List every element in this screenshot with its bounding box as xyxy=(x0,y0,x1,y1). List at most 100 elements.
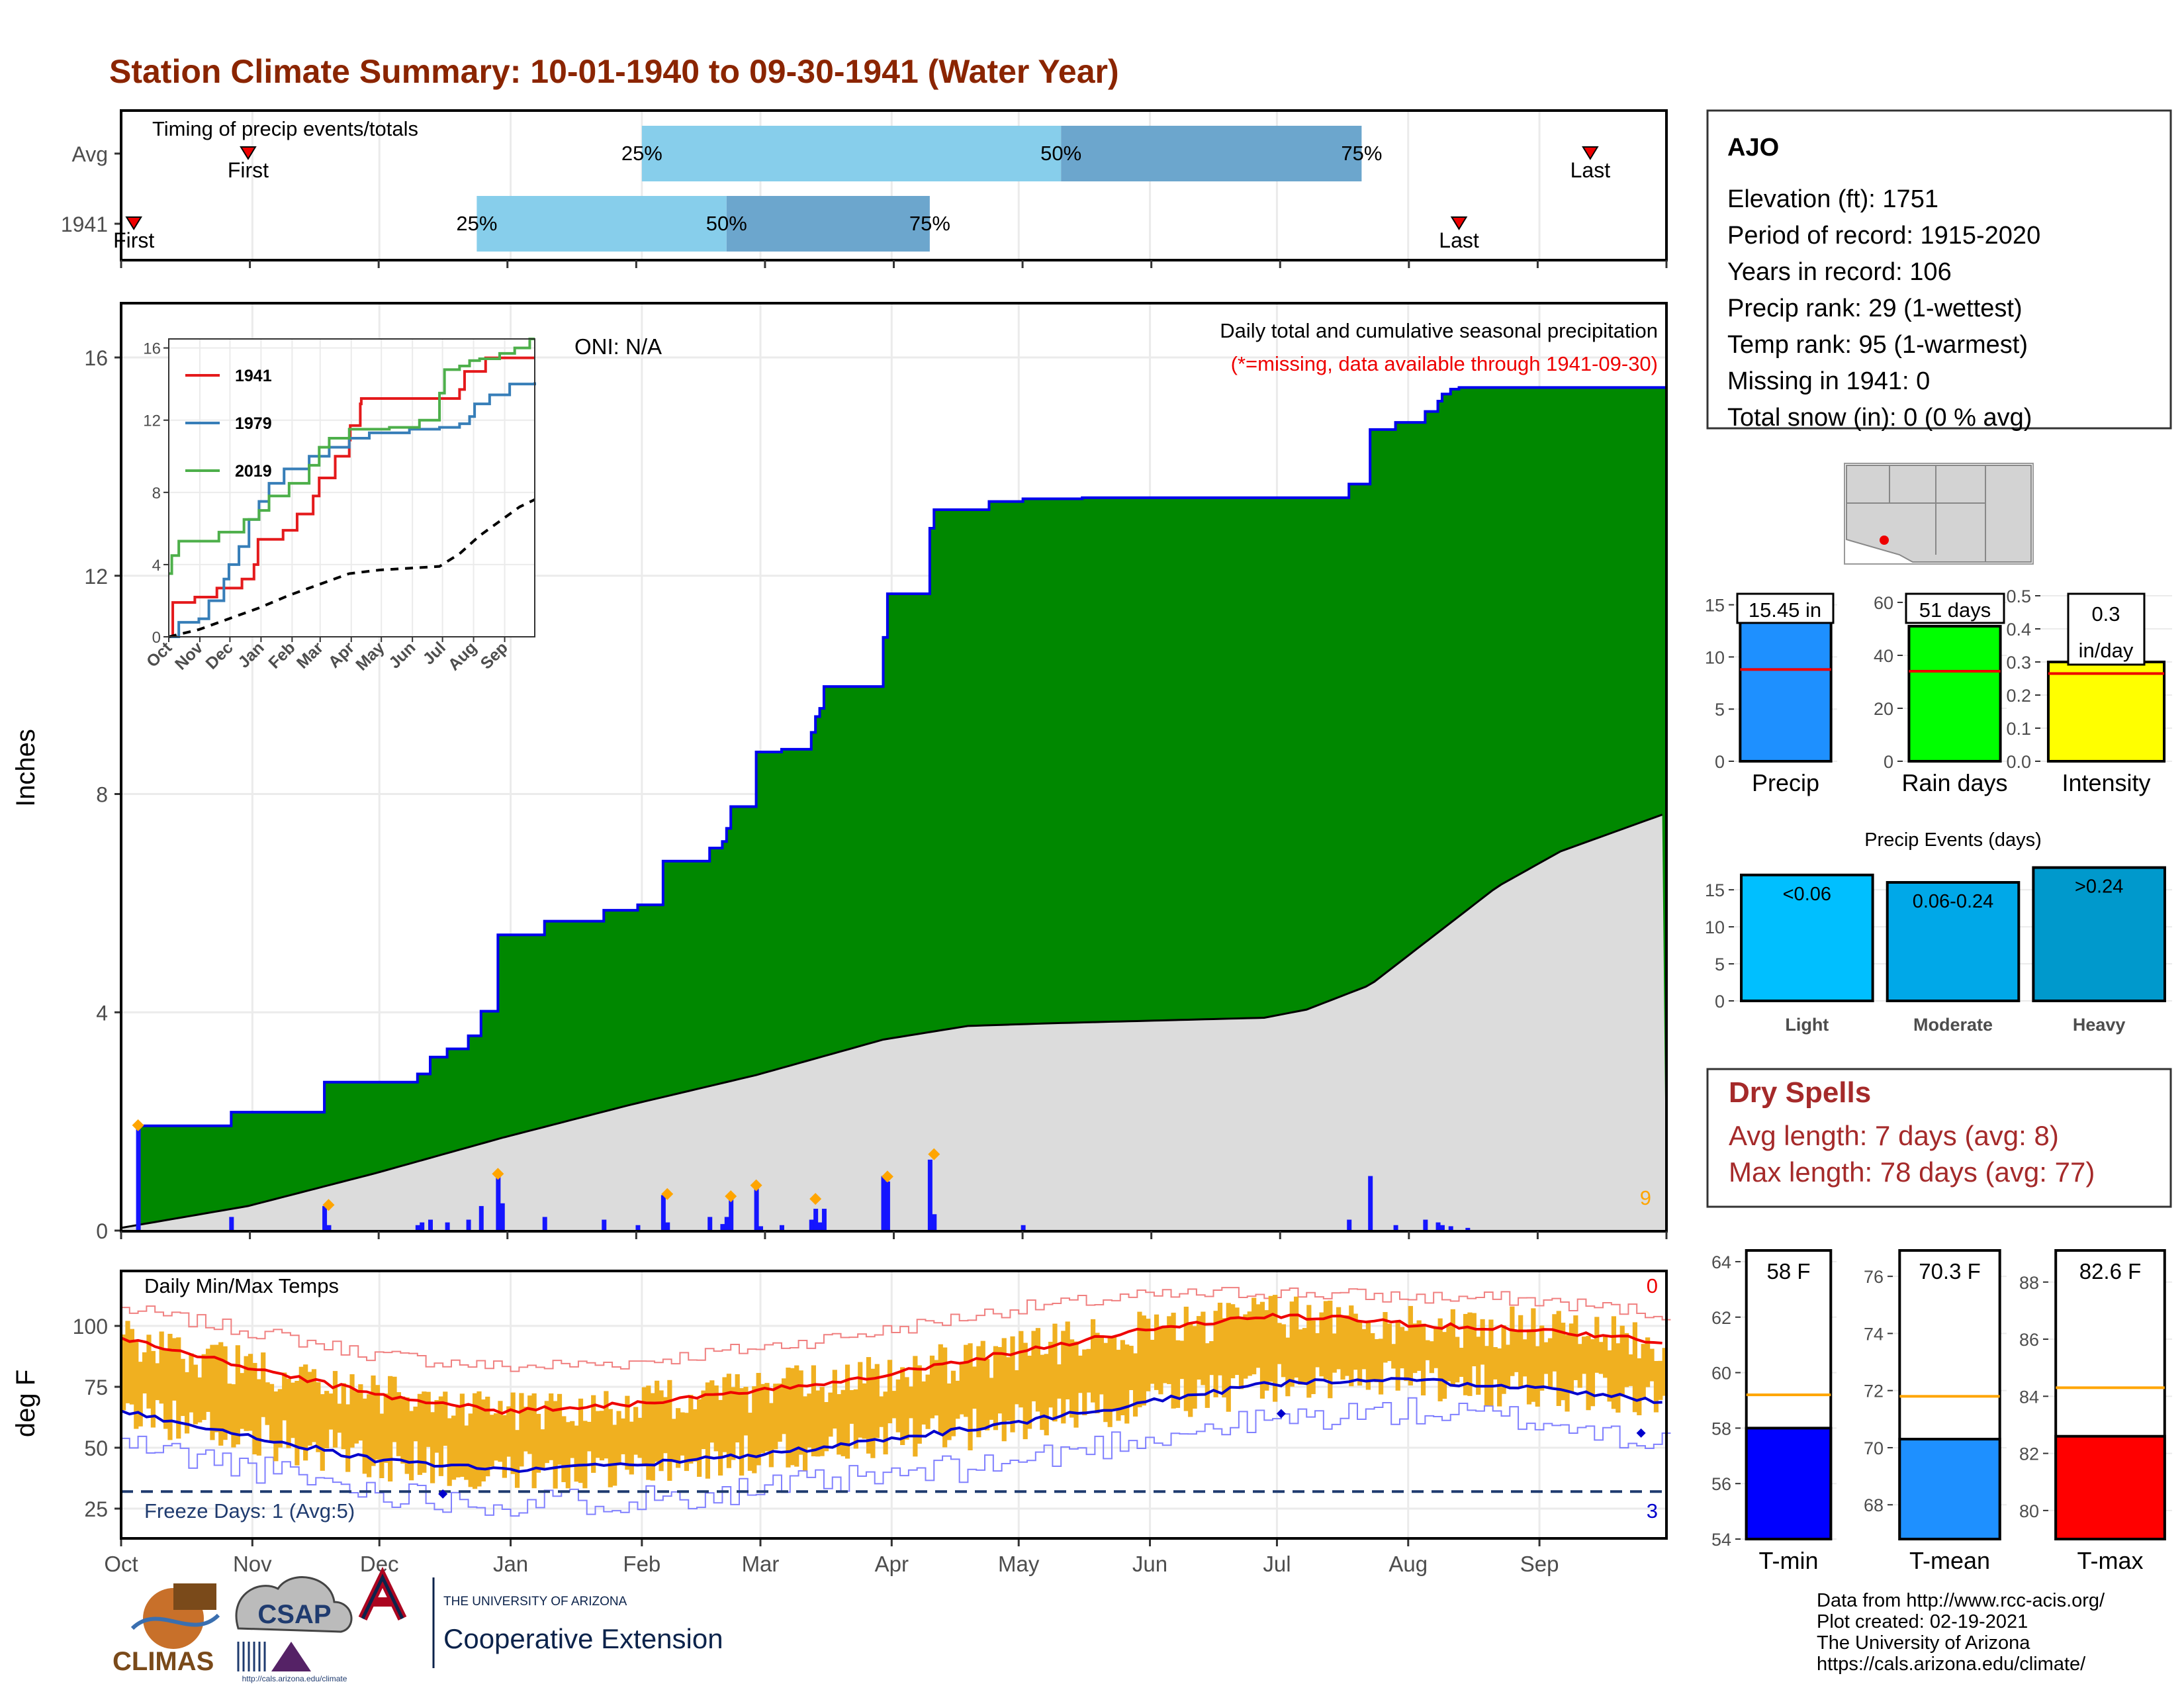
daily-temp-bar xyxy=(972,1366,978,1409)
daily-temp-bar xyxy=(1539,1325,1545,1391)
daily-temp-bar xyxy=(214,1344,219,1432)
daily-temp-bar xyxy=(662,1397,668,1454)
daily-temp-bar xyxy=(451,1415,457,1480)
daily-temp-bar xyxy=(193,1364,198,1425)
daily-precip-bar xyxy=(136,1128,141,1231)
station-box xyxy=(1706,109,2172,430)
daily-temp-bar xyxy=(1624,1333,1629,1387)
daily-temp-bar xyxy=(1230,1304,1236,1379)
avg-tmax-line xyxy=(120,1313,1662,1415)
month-label: Jul xyxy=(1263,1552,1291,1576)
daily-temp-bar xyxy=(447,1418,452,1486)
daily-temp-bar xyxy=(802,1396,808,1471)
daily-temp-bar xyxy=(879,1396,884,1427)
missing-tmax-count: 0 xyxy=(1647,1274,1658,1297)
precip-ylabel: Inches xyxy=(11,729,40,807)
footer-line: https://cals.arizona.edu/climate/ xyxy=(1817,1654,2086,1675)
daily-temp-bar xyxy=(400,1396,406,1464)
precip-ytick-label: 0 xyxy=(96,1219,108,1243)
timing-q50-label: 50% xyxy=(1040,142,1081,165)
daily-temp-bar xyxy=(743,1386,749,1436)
event-bar-label: <0.06 xyxy=(1783,884,1831,905)
daily-precip-bar xyxy=(542,1217,547,1231)
daily-temp-bar xyxy=(1420,1323,1426,1396)
tbar-ytick-label: 54 xyxy=(1711,1530,1731,1550)
daily-temp-bar xyxy=(637,1417,643,1458)
tbar-ytick-label: 84 xyxy=(2019,1387,2039,1407)
daily-temp-bar xyxy=(794,1365,799,1467)
daily-temp-bar xyxy=(222,1346,228,1440)
precip-event-marker xyxy=(492,1168,504,1180)
daily-temp-bar xyxy=(240,1373,245,1429)
daily-temp-bar xyxy=(997,1346,1003,1414)
daily-temp-bar xyxy=(1162,1326,1167,1383)
daily-temp-bar xyxy=(1035,1328,1041,1412)
station-info-line: Temp rank: 95 (1-warmest) xyxy=(1727,331,2028,359)
daily-temp-bar xyxy=(1573,1315,1578,1380)
station-name: AJO xyxy=(1727,134,1779,162)
daily-temp-bar xyxy=(1357,1322,1363,1386)
station-info-line: Precip rank: 29 (1-wettest) xyxy=(1727,295,2023,322)
daily-temp-bar xyxy=(985,1358,990,1430)
daily-temp-bar xyxy=(1201,1311,1206,1385)
daily-temp-bar xyxy=(1488,1319,1494,1406)
daily-temp-bar xyxy=(1594,1317,1600,1373)
daily-temp-bar xyxy=(697,1399,702,1477)
daily-temp-bar xyxy=(629,1421,634,1475)
month-label: Mar xyxy=(742,1552,780,1576)
daily-temp-bar xyxy=(849,1389,854,1424)
daily-precip-bar xyxy=(500,1203,505,1231)
precip-value-label: 15.45 in xyxy=(1749,598,1821,622)
daily-temp-bar xyxy=(531,1393,537,1489)
daily-precip-bar xyxy=(1347,1219,1352,1231)
month-label: Jan xyxy=(493,1552,528,1576)
daily-temp-bar xyxy=(1040,1354,1045,1430)
daily-temp-bar xyxy=(324,1391,330,1449)
daily-temp-bar xyxy=(1543,1342,1549,1374)
tbar-value-label: 58 F xyxy=(1766,1259,1810,1284)
events-ytick-label: 15 xyxy=(1705,880,1725,900)
daily-precip-bar xyxy=(660,1195,666,1231)
ua-a-outline-icon xyxy=(361,1573,404,1620)
daily-temp-bar xyxy=(1243,1314,1248,1379)
daily-temp-bar xyxy=(1099,1336,1104,1395)
daily-temp-bar xyxy=(159,1331,164,1404)
temps-panel: Daily Min/Max Temps Freeze Days: 1 (Avg:5… xyxy=(11,1270,1671,1576)
daily-temp-bar xyxy=(561,1416,567,1483)
station-info-line: Years in record: 106 xyxy=(1727,258,1952,286)
daily-temp-bar xyxy=(218,1342,224,1446)
timing-row-label: 1941 xyxy=(61,212,108,236)
daily-temp-bar xyxy=(959,1362,964,1415)
cumulative-precip-line xyxy=(121,386,1666,1232)
daily-temp-bar xyxy=(578,1398,584,1483)
daily-temp-bar xyxy=(760,1383,766,1454)
daily-temp-bar xyxy=(913,1356,918,1457)
daily-temp-bar xyxy=(379,1413,385,1478)
timing-q25-label: 25% xyxy=(621,142,662,165)
daily-temp-bar xyxy=(1217,1302,1223,1376)
daily-precip-bar xyxy=(445,1222,450,1231)
event-bar-moderate xyxy=(1886,880,2021,1003)
daily-temp-bar xyxy=(709,1380,715,1443)
daily-temp-bar xyxy=(1463,1313,1469,1395)
daily-temp-bar xyxy=(599,1411,605,1461)
daily-temp-bar xyxy=(1395,1320,1400,1391)
daily-temp-bar xyxy=(1103,1342,1109,1423)
inset-series-1941 xyxy=(169,356,535,638)
daily-temp-bar xyxy=(858,1362,863,1438)
rank-ytick-label: 15 xyxy=(1705,596,1725,616)
daily-temp-bar xyxy=(362,1398,367,1474)
daily-temp-bar xyxy=(282,1372,287,1421)
daily-temp-bar xyxy=(1323,1301,1329,1380)
daily-temp-bar xyxy=(485,1396,490,1477)
daily-temp-bar xyxy=(1467,1312,1473,1396)
daily-temp-bar xyxy=(1132,1353,1138,1417)
freeze-days-label: Freeze Days: 1 (Avg:5) xyxy=(144,1499,355,1523)
daily-temp-bar xyxy=(1645,1337,1651,1387)
states-shape xyxy=(1846,465,2032,563)
daily-temp-bar xyxy=(1116,1350,1121,1421)
daily-temp-bar xyxy=(180,1358,185,1417)
daily-temp-bar xyxy=(612,1425,617,1486)
daily-temp-bar xyxy=(1065,1321,1070,1399)
daily-temp-bar xyxy=(1048,1341,1054,1408)
